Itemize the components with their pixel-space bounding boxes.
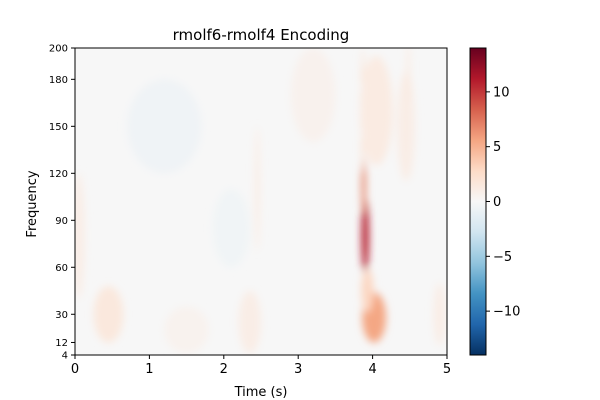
- x-tick-label: 1: [145, 362, 153, 377]
- heatmap-feature-13: [127, 79, 202, 174]
- x-axis: 0 1 2 3 4 5: [71, 355, 451, 377]
- heatmap-feature-1: [361, 157, 366, 214]
- y-tick-label: 120: [49, 169, 68, 180]
- heatmap-feature-6: [397, 71, 415, 182]
- y-tick-label: 12: [55, 338, 68, 349]
- heatmap-feature-16: [164, 306, 209, 354]
- x-tick-label: 5: [443, 362, 451, 377]
- colorbar: [469, 47, 487, 356]
- heatmap-feature-7: [406, 48, 410, 103]
- chart-title: rmolf6-rmolf4 Encoding: [173, 26, 350, 44]
- colorbar-tick-label: −5: [493, 250, 512, 265]
- x-tick-label: 2: [220, 362, 228, 377]
- y-tick-label: 180: [49, 75, 68, 86]
- heatmap-feature-11: [75, 173, 85, 299]
- x-axis-label: Time (s): [234, 385, 288, 400]
- heatmap-layer: [75, 48, 446, 354]
- y-tick-label: 4: [62, 351, 68, 362]
- y-tick-label: 200: [49, 44, 68, 55]
- colorbar-tick-label: −10: [493, 305, 520, 320]
- heatmap-feature-10: [255, 126, 260, 252]
- y-tick-label: 150: [49, 122, 68, 133]
- colorbar-tick-label: 10: [493, 85, 510, 100]
- y-tick-label: 90: [55, 216, 68, 227]
- x-tick-label: 4: [368, 362, 376, 377]
- y-axis-label: Frequency: [25, 170, 40, 237]
- y-axis: 4 12 30 60 90 120 150 180 200: [49, 44, 75, 362]
- heatmap-feature-9: [238, 290, 261, 354]
- x-tick-label: 3: [294, 362, 302, 377]
- y-tick-label: 60: [55, 263, 68, 274]
- colorbar-tick-label: 0: [493, 195, 501, 210]
- colorbar-tick-label: 5: [493, 140, 501, 155]
- heatmap-feature-4: [361, 268, 374, 313]
- heatmap-feature-12: [433, 283, 446, 346]
- plot-frame: [74, 47, 448, 356]
- heatmap-feature-0: [361, 198, 369, 274]
- x-tick-label: 0: [71, 362, 79, 377]
- y-tick-label: 30: [55, 310, 68, 321]
- colorbar-axis: 10 5 0 −5 −10: [486, 85, 520, 320]
- heatmap-feature-15: [290, 48, 336, 142]
- heatmap-feature-14: [212, 188, 250, 268]
- heatmap-feature-8: [93, 286, 124, 343]
- heatmap-feature-5: [359, 55, 393, 166]
